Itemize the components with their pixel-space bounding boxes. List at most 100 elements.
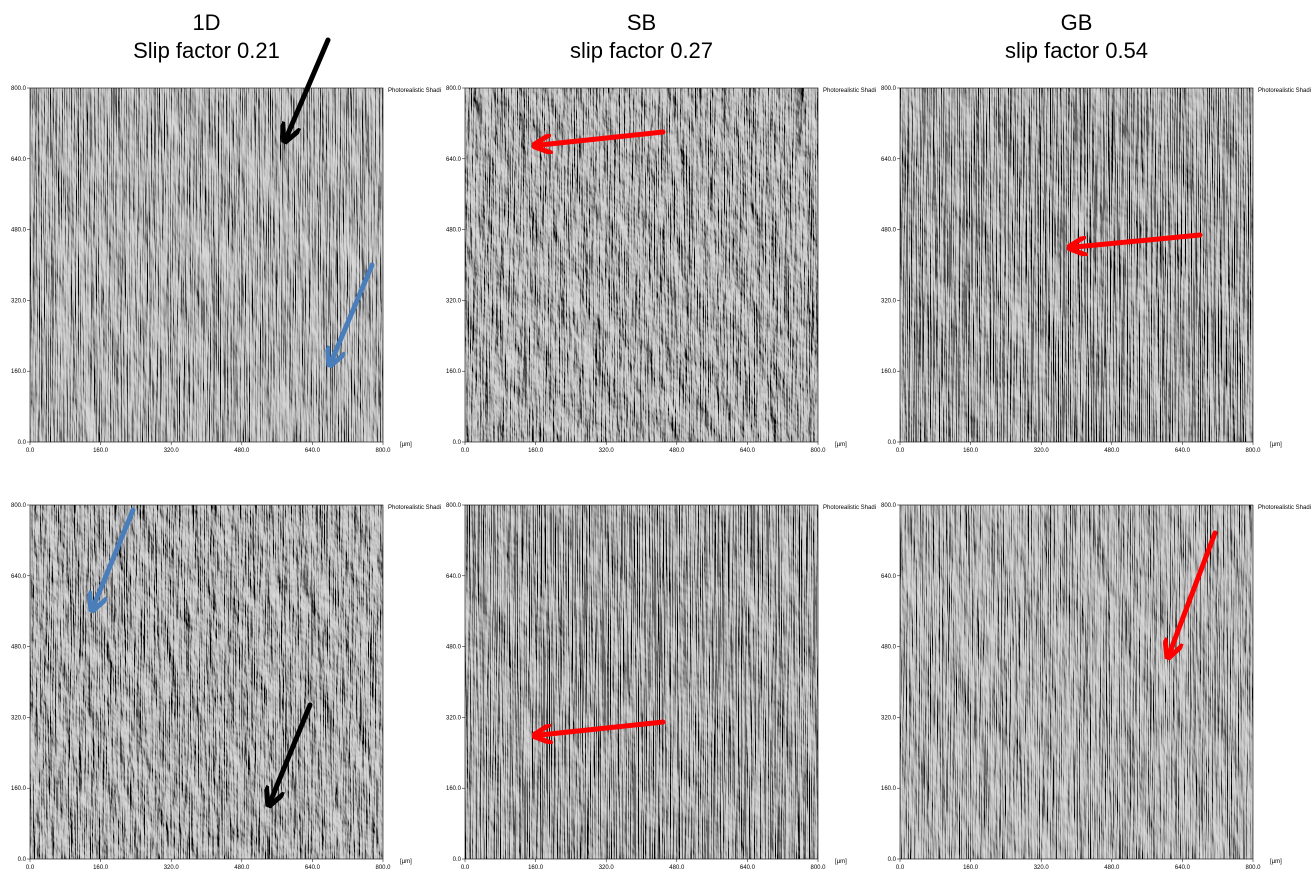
y-tick-label: 640.0 <box>11 157 27 163</box>
x-tick-label: 640.0 <box>1175 865 1191 871</box>
y-tick-label: 480.0 <box>446 645 462 651</box>
x-tick-label: 480.0 <box>1104 448 1120 454</box>
x-tick-label: 800.0 <box>810 448 826 454</box>
x-tick-label: 480.0 <box>234 448 250 454</box>
x-tick-label: 480.0 <box>669 448 685 454</box>
mode-label: Photorealistic Shadi <box>388 505 441 511</box>
y-tick-label: 0.0 <box>888 440 897 446</box>
y-tick-label: 640.0 <box>11 574 27 580</box>
y-tick-label: 0.0 <box>18 857 27 863</box>
y-tick-label: 480.0 <box>11 645 27 651</box>
y-tick-label: 480.0 <box>446 228 462 234</box>
y-tick-label: 320.0 <box>11 715 27 721</box>
y-tick-label: 160.0 <box>446 786 462 792</box>
y-tick-label: 800.0 <box>11 86 27 92</box>
mode-label: Photorealistic Shadi <box>823 505 876 511</box>
y-tick-label: 160.0 <box>881 786 897 792</box>
x-tick-label: 480.0 <box>1104 865 1120 871</box>
y-tick-label: 0.0 <box>888 857 897 863</box>
y-tick-label: 320.0 <box>881 298 897 304</box>
x-tick-label: 640.0 <box>305 448 321 454</box>
y-tick-label: 160.0 <box>446 369 462 375</box>
column-title: GB <box>1061 10 1093 35</box>
y-tick-label: 320.0 <box>11 298 27 304</box>
column-title: 1D <box>192 10 220 35</box>
surface-panel: 0.0 0.0 160.0 160.0 320.0 320.0 480.0 480.0 640.… <box>446 503 876 871</box>
y-tick-label: 320.0 <box>881 715 897 721</box>
x-tick-label: 800.0 <box>1245 865 1261 871</box>
x-tick-label: 640.0 <box>740 865 756 871</box>
y-tick-label: 480.0 <box>11 228 27 234</box>
x-tick-label: 0.0 <box>461 865 470 871</box>
unit-label: [µm] <box>1270 442 1282 448</box>
surface-image <box>30 505 383 859</box>
x-tick-label: 640.0 <box>305 865 321 871</box>
y-tick-label: 160.0 <box>881 369 897 375</box>
x-tick-label: 0.0 <box>461 448 470 454</box>
y-tick-label: 160.0 <box>11 369 27 375</box>
x-tick-label: 160.0 <box>93 448 109 454</box>
mode-label: Photorealistic Shadi <box>823 88 876 94</box>
x-tick-label: 320.0 <box>164 865 180 871</box>
x-tick-label: 160.0 <box>528 448 544 454</box>
unit-label: [µm] <box>1270 859 1282 865</box>
column-subtitle: Slip factor 0.21 <box>133 38 280 63</box>
y-tick-label: 480.0 <box>881 228 897 234</box>
surface-image <box>30 88 383 442</box>
y-tick-label: 640.0 <box>881 574 897 580</box>
y-tick-label: 800.0 <box>446 503 462 509</box>
x-tick-label: 320.0 <box>164 448 180 454</box>
x-tick-label: 160.0 <box>93 865 109 871</box>
x-tick-label: 160.0 <box>963 448 979 454</box>
y-tick-label: 640.0 <box>446 574 462 580</box>
surface-image <box>900 505 1253 859</box>
figure: 1D Slip factor 0.21 SB slip factor 0.27 GB sl… <box>0 0 1315 872</box>
mode-label: Photorealistic Shadi <box>1258 505 1311 511</box>
unit-label: [µm] <box>835 442 847 448</box>
surface-panel: 0.00.0160.0160.0320.0320.0480.0480.0640.… <box>446 86 876 454</box>
surface-panel: 0.0 0.0 160.0 160.0 320.0 320.0 480.0 480.0 640.… <box>11 86 441 454</box>
x-tick-label: 320.0 <box>599 865 615 871</box>
x-tick-label: 640.0 <box>1175 448 1191 454</box>
mode-label: Photorealistic Shadi <box>388 88 441 94</box>
x-tick-label: 480.0 <box>234 865 250 871</box>
y-tick-label: 0.0 <box>18 440 27 446</box>
unit-label: [µm] <box>400 442 412 448</box>
y-tick-label: 640.0 <box>881 157 897 163</box>
x-tick-label: 320.0 <box>599 448 615 454</box>
y-tick-label: 480.0 <box>881 645 897 651</box>
surface-panel: 0.0 0.0 160.0 160.0 320.0 320.0 480.0 480.0 640.… <box>881 86 1311 454</box>
y-tick-label: 160.0 <box>11 786 27 792</box>
x-tick-label: 0.0 <box>896 448 905 454</box>
x-tick-label: 480.0 <box>669 865 685 871</box>
x-tick-label: 160.0 <box>963 865 979 871</box>
mode-label: Photorealistic Shadi <box>1258 88 1311 94</box>
y-tick-label: 320.0 <box>446 298 462 304</box>
surface-image <box>465 505 818 859</box>
x-tick-label: 0.0 <box>26 865 35 871</box>
x-tick-label: 800.0 <box>375 448 391 454</box>
x-tick-label: 320.0 <box>1034 448 1050 454</box>
x-tick-label: 640.0 <box>740 448 756 454</box>
panels: 1D Slip factor 0.21 SB slip factor 0.27 GB sl… <box>11 10 1311 871</box>
x-tick-label: 160.0 <box>528 865 544 871</box>
y-tick-label: 800.0 <box>11 503 27 509</box>
x-tick-label: 320.0 <box>1034 865 1050 871</box>
x-tick-label: 0.0 <box>26 448 35 454</box>
y-tick-label: 0.0 <box>453 857 462 863</box>
column-subtitle: slip factor 0.27 <box>570 38 713 63</box>
y-tick-label: 320.0 <box>446 715 462 721</box>
y-tick-label: 800.0 <box>881 503 897 509</box>
x-tick-label: 800.0 <box>1245 448 1261 454</box>
surface-image <box>465 88 818 442</box>
surface-image <box>900 88 1253 442</box>
surface-panel: 0.00.0160.0160.0320.0320.0480.0480.0640.… <box>881 503 1311 871</box>
x-tick-label: 800.0 <box>375 865 391 871</box>
y-tick-label: 640.0 <box>446 157 462 163</box>
y-tick-label: 800.0 <box>881 86 897 92</box>
surface-panel: 0.0 0.0 160.0 160.0 320.0 320.0 480.0 480.0 640.… <box>11 503 441 871</box>
x-tick-label: 800.0 <box>810 865 826 871</box>
column-subtitle: slip factor 0.54 <box>1005 38 1148 63</box>
column-title: SB <box>627 10 656 35</box>
unit-label: [µm] <box>400 859 412 865</box>
